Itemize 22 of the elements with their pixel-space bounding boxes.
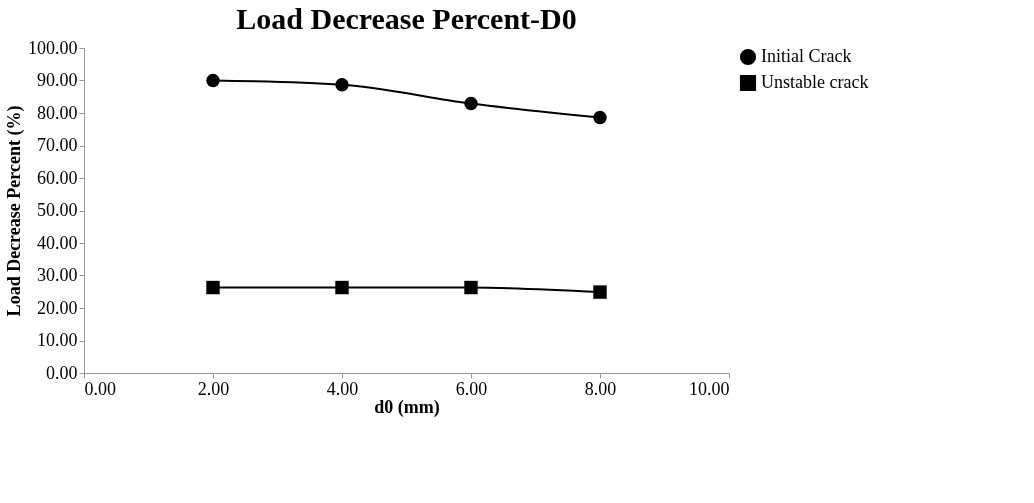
x-tick-label: 2.00: [197, 378, 230, 399]
x-tick-label: 8.00: [584, 378, 617, 399]
legend-label: Unstable crack: [761, 72, 869, 92]
y-tick-label: 0.00: [46, 362, 78, 383]
chart-title: Load Decrease Percent-D0: [236, 2, 577, 35]
y-tick-label: 30.00: [37, 265, 78, 285]
y-tick-label: 10.00: [37, 330, 78, 350]
x-tick-label: 0.00: [84, 378, 116, 399]
y-tick-label: 60.00: [37, 167, 78, 188]
y-axis-title: Load Decrease Percent (%): [4, 105, 25, 317]
y-tick-label: 100.00: [28, 37, 78, 58]
legend-label: Initial Crack: [761, 46, 852, 66]
y-tick-label: 40.00: [37, 232, 78, 253]
x-tick-label: 4.00: [326, 378, 359, 399]
x-axis-title: d0 (mm): [374, 396, 440, 418]
y-tick-label: 80.00: [37, 102, 78, 123]
x-tick-label: 10.00: [689, 378, 730, 399]
y-tick-label: 50.00: [37, 200, 78, 220]
y-tick-label: 20.00: [37, 297, 78, 318]
y-tick-label: 70.00: [37, 135, 78, 155]
y-tick-label: 90.00: [37, 70, 78, 90]
x-tick-label: 6.00: [455, 378, 488, 399]
